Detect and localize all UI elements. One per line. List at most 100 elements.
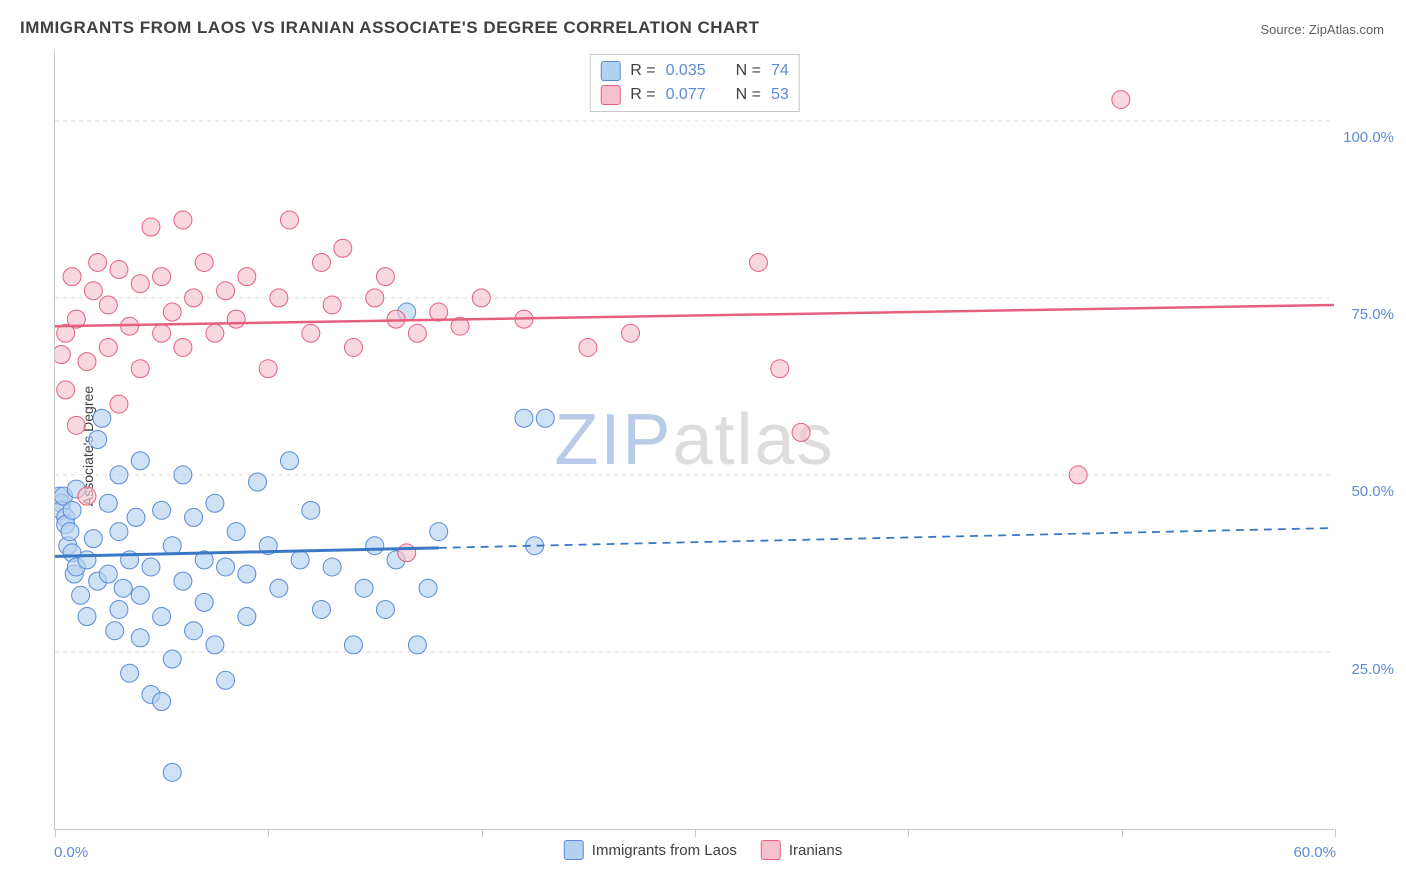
data-point bbox=[238, 268, 256, 286]
data-point bbox=[174, 211, 192, 229]
data-point bbox=[99, 296, 117, 314]
data-point bbox=[55, 346, 70, 364]
data-point bbox=[131, 275, 149, 293]
series-legend: Immigrants from Laos Iranians bbox=[564, 840, 842, 860]
data-point bbox=[61, 523, 79, 541]
legend-item: Iranians bbox=[761, 840, 842, 860]
x-tick bbox=[268, 829, 269, 837]
data-point bbox=[78, 487, 96, 505]
data-point bbox=[270, 579, 288, 597]
data-point bbox=[121, 664, 139, 682]
stats-legend-row: R = 0.077 N = 53 bbox=[600, 83, 789, 107]
chart-container: IMMIGRANTS FROM LAOS VS IRANIAN ASSOCIAT… bbox=[0, 0, 1406, 892]
data-point bbox=[280, 452, 298, 470]
data-point bbox=[408, 636, 426, 654]
data-point bbox=[63, 268, 81, 286]
data-point bbox=[195, 253, 213, 271]
r-label: R = bbox=[630, 86, 655, 104]
data-point bbox=[142, 558, 160, 576]
x-tick bbox=[695, 829, 696, 837]
chart-title: IMMIGRANTS FROM LAOS VS IRANIAN ASSOCIAT… bbox=[20, 18, 759, 38]
data-point bbox=[153, 608, 171, 626]
data-point bbox=[344, 636, 362, 654]
data-point bbox=[84, 530, 102, 548]
data-point bbox=[430, 303, 448, 321]
n-label: N = bbox=[736, 62, 761, 80]
data-point bbox=[1112, 91, 1130, 109]
y-tick-label: 100.0% bbox=[1343, 129, 1394, 146]
trend-line-extrapolated bbox=[439, 528, 1334, 548]
data-point bbox=[1069, 466, 1087, 484]
data-point bbox=[270, 289, 288, 307]
r-label: R = bbox=[630, 62, 655, 80]
data-point bbox=[89, 253, 107, 271]
data-point bbox=[185, 289, 203, 307]
data-point bbox=[217, 282, 235, 300]
data-point bbox=[515, 409, 533, 427]
data-point bbox=[387, 310, 405, 328]
data-point bbox=[78, 608, 96, 626]
data-point bbox=[472, 289, 490, 307]
data-point bbox=[366, 289, 384, 307]
data-point bbox=[99, 565, 117, 583]
data-point bbox=[227, 523, 245, 541]
data-point bbox=[206, 636, 224, 654]
chart-svg bbox=[55, 50, 1334, 829]
data-point bbox=[63, 501, 81, 519]
y-tick-label: 50.0% bbox=[1351, 483, 1394, 500]
data-point bbox=[163, 537, 181, 555]
swatch-icon bbox=[564, 840, 584, 860]
data-point bbox=[376, 600, 394, 618]
data-point bbox=[110, 523, 128, 541]
data-point bbox=[174, 572, 192, 590]
stats-legend: R = 0.035 N = 74 R = 0.077 N = 53 bbox=[589, 54, 800, 112]
x-axis-min-label: 0.0% bbox=[54, 844, 88, 861]
data-point bbox=[302, 324, 320, 342]
data-point bbox=[106, 622, 124, 640]
data-point bbox=[163, 650, 181, 668]
data-point bbox=[749, 253, 767, 271]
data-point bbox=[302, 501, 320, 519]
data-point bbox=[238, 565, 256, 583]
data-point bbox=[323, 558, 341, 576]
data-point bbox=[376, 268, 394, 286]
swatch-icon bbox=[761, 840, 781, 860]
data-point bbox=[227, 310, 245, 328]
data-point bbox=[153, 693, 171, 711]
source-attribution: Source: ZipAtlas.com bbox=[1260, 22, 1384, 37]
data-point bbox=[579, 338, 597, 356]
data-point bbox=[323, 296, 341, 314]
data-point bbox=[131, 452, 149, 470]
swatch-series-0 bbox=[600, 61, 620, 81]
data-point bbox=[99, 494, 117, 512]
data-point bbox=[131, 586, 149, 604]
n-value-1: 53 bbox=[771, 86, 789, 104]
data-point bbox=[238, 608, 256, 626]
data-point bbox=[419, 579, 437, 597]
data-point bbox=[131, 360, 149, 378]
data-point bbox=[771, 360, 789, 378]
data-point bbox=[174, 466, 192, 484]
data-point bbox=[153, 324, 171, 342]
data-point bbox=[163, 303, 181, 321]
data-point bbox=[110, 395, 128, 413]
r-value-0: 0.035 bbox=[666, 62, 706, 80]
data-point bbox=[622, 324, 640, 342]
data-point bbox=[78, 353, 96, 371]
data-point bbox=[93, 409, 111, 427]
y-tick-label: 25.0% bbox=[1351, 661, 1394, 678]
data-point bbox=[408, 324, 426, 342]
data-point bbox=[430, 523, 448, 541]
data-point bbox=[312, 253, 330, 271]
data-point bbox=[280, 211, 298, 229]
r-value-1: 0.077 bbox=[666, 86, 706, 104]
data-point bbox=[78, 551, 96, 569]
data-point bbox=[110, 466, 128, 484]
n-label: N = bbox=[736, 86, 761, 104]
data-point bbox=[334, 239, 352, 257]
x-axis-max-label: 60.0% bbox=[1293, 844, 1336, 861]
data-point bbox=[249, 473, 267, 491]
data-point bbox=[217, 671, 235, 689]
trend-line bbox=[55, 305, 1334, 326]
data-point bbox=[185, 622, 203, 640]
